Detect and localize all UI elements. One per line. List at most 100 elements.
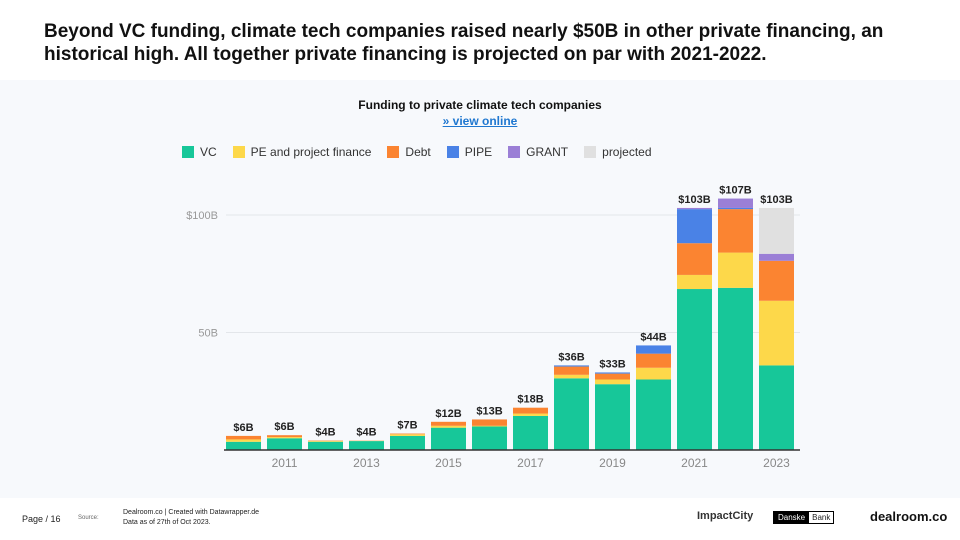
total-label: $13B	[476, 405, 502, 417]
headline: Beyond VC funding, climate tech companie…	[44, 21, 884, 65]
view-online-link[interactable]: » view online	[442, 114, 518, 128]
legend-swatch	[387, 146, 400, 158]
total-label: $107B	[719, 185, 751, 197]
bar-segment-vc	[554, 378, 589, 450]
bar-segment-debt	[472, 419, 507, 426]
bar-segment-vc	[390, 435, 425, 450]
total-label: $4B	[315, 427, 335, 439]
bar-segment-debt	[759, 260, 794, 301]
total-label: $103B	[678, 194, 710, 206]
total-label: $7B	[397, 420, 417, 432]
legend-item: VC	[182, 145, 217, 159]
bar-segment-pe-and-project-finance	[308, 441, 343, 442]
bar-segment-debt	[513, 407, 548, 414]
impactcity-logo: ImpactCity	[697, 510, 754, 522]
bar-segment-debt	[718, 209, 753, 253]
bar-segment-pipe	[636, 345, 671, 354]
page-number: Page / 16	[22, 514, 61, 524]
bar-segment-debt	[595, 373, 630, 380]
total-label: $44B	[640, 331, 666, 343]
bar-segment-vc	[636, 379, 671, 450]
total-label: $33B	[599, 358, 625, 370]
bar-segment-pe-and-project-finance	[226, 439, 261, 442]
chart-title: Funding to private climate tech companie…	[358, 98, 602, 112]
bar-segment-grant	[759, 253, 794, 261]
danske-bank-logo: Danske Bank	[773, 511, 835, 524]
bar-segment-pe-and-project-finance	[636, 367, 671, 380]
bar-segment-pipe	[554, 365, 589, 367]
legend-item: GRANT	[508, 145, 568, 159]
x-tick-label: 2021	[681, 456, 708, 470]
bar-segment-pipe	[718, 207, 753, 210]
total-label: $6B	[274, 421, 294, 433]
x-tick-label: 2019	[599, 456, 626, 470]
bar-segment-pe-and-project-finance	[472, 425, 507, 427]
x-tick-label: 2017	[517, 456, 544, 470]
total-label: $12B	[435, 408, 461, 420]
dealroom-logo: dealroom.co	[870, 509, 948, 524]
bar-segment-pipe	[595, 372, 630, 374]
bar-segment-vc	[677, 289, 712, 450]
bar-segment-pipe	[677, 209, 712, 244]
total-label: $18B	[517, 394, 543, 406]
bar-segment-vc	[718, 287, 753, 450]
x-tick-label: 2011	[272, 456, 298, 470]
bar-segment-debt	[636, 353, 671, 368]
source-credit: Dealroom.co | Created with Datawrapper.d…	[123, 509, 260, 516]
bar-segment-vc	[267, 438, 302, 450]
legend-item: PIPE	[446, 145, 493, 159]
bar-segment-pe-and-project-finance	[677, 274, 712, 290]
bar-segment-debt	[677, 243, 712, 275]
bar-segment-grant	[718, 198, 753, 208]
bank-text: Bank	[812, 513, 831, 522]
bar-segment-pe-and-project-finance	[759, 300, 794, 366]
bar-segment-pe-and-project-finance	[431, 425, 466, 428]
legend-swatch	[232, 146, 245, 158]
legend-swatch	[182, 146, 194, 158]
total-label: $103B	[760, 194, 792, 206]
bar-segment-pe-and-project-finance	[554, 374, 589, 379]
source-label: Source:	[78, 515, 99, 521]
bar-segment-vc	[349, 441, 384, 450]
danske-text: Danske	[774, 512, 810, 523]
x-tick-label: 2023	[763, 456, 790, 470]
legend-swatch	[446, 146, 459, 158]
legend-label: VC	[200, 145, 217, 159]
legend-label: GRANT	[526, 145, 569, 159]
bar-segment-vc	[472, 426, 507, 450]
bar-segment-debt	[390, 433, 425, 435]
legend-item: projected	[584, 145, 652, 159]
legend-label: PIPE	[464, 145, 493, 159]
legend: VC PE and project finance Debt PIPE GRANT pro…	[182, 145, 652, 159]
legend-item: Debt	[387, 145, 431, 159]
data-date: Data as of 27th of Oct 2023.	[123, 519, 211, 526]
bar-segment-vc	[759, 365, 794, 450]
total-label: $6B	[233, 422, 253, 434]
legend-swatch	[584, 146, 597, 158]
bar-segment-vc	[431, 427, 466, 450]
bar-segment-vc	[513, 415, 548, 450]
legend-label: projected	[602, 145, 652, 159]
legend-item: PE and project finance	[232, 145, 371, 159]
bar-segment-pe-and-project-finance	[513, 413, 548, 416]
total-label: $36B	[558, 351, 584, 363]
bar-segment-vc	[226, 441, 261, 450]
total-label: $4B	[356, 427, 376, 439]
bar-segment-grant	[677, 207, 712, 210]
bar-segment-pe-and-project-finance	[267, 437, 302, 439]
bar-segment-pe-and-project-finance	[390, 434, 425, 436]
x-tick-label: 2015	[435, 456, 462, 470]
bar-segment-debt	[554, 366, 589, 375]
bar-chart: 50B $100B $6B $6B 2011 $4B $4B 2013 $7B $12B 2015 $…	[186, 185, 800, 470]
x-tick-label: 2013	[353, 456, 380, 470]
y-tick-label: 50B	[198, 328, 218, 340]
bar-segment-debt	[267, 435, 302, 438]
bar-segment-pe-and-project-finance	[595, 379, 630, 385]
legend-label: Debt	[405, 145, 431, 159]
y-tick-label: $100B	[186, 210, 218, 222]
legend-swatch	[508, 146, 521, 158]
bar-segment-debt	[226, 435, 261, 440]
bar-segment-debt	[431, 421, 466, 426]
bar-segment-pe-and-project-finance	[718, 252, 753, 288]
bar-segment-vc	[308, 441, 343, 450]
